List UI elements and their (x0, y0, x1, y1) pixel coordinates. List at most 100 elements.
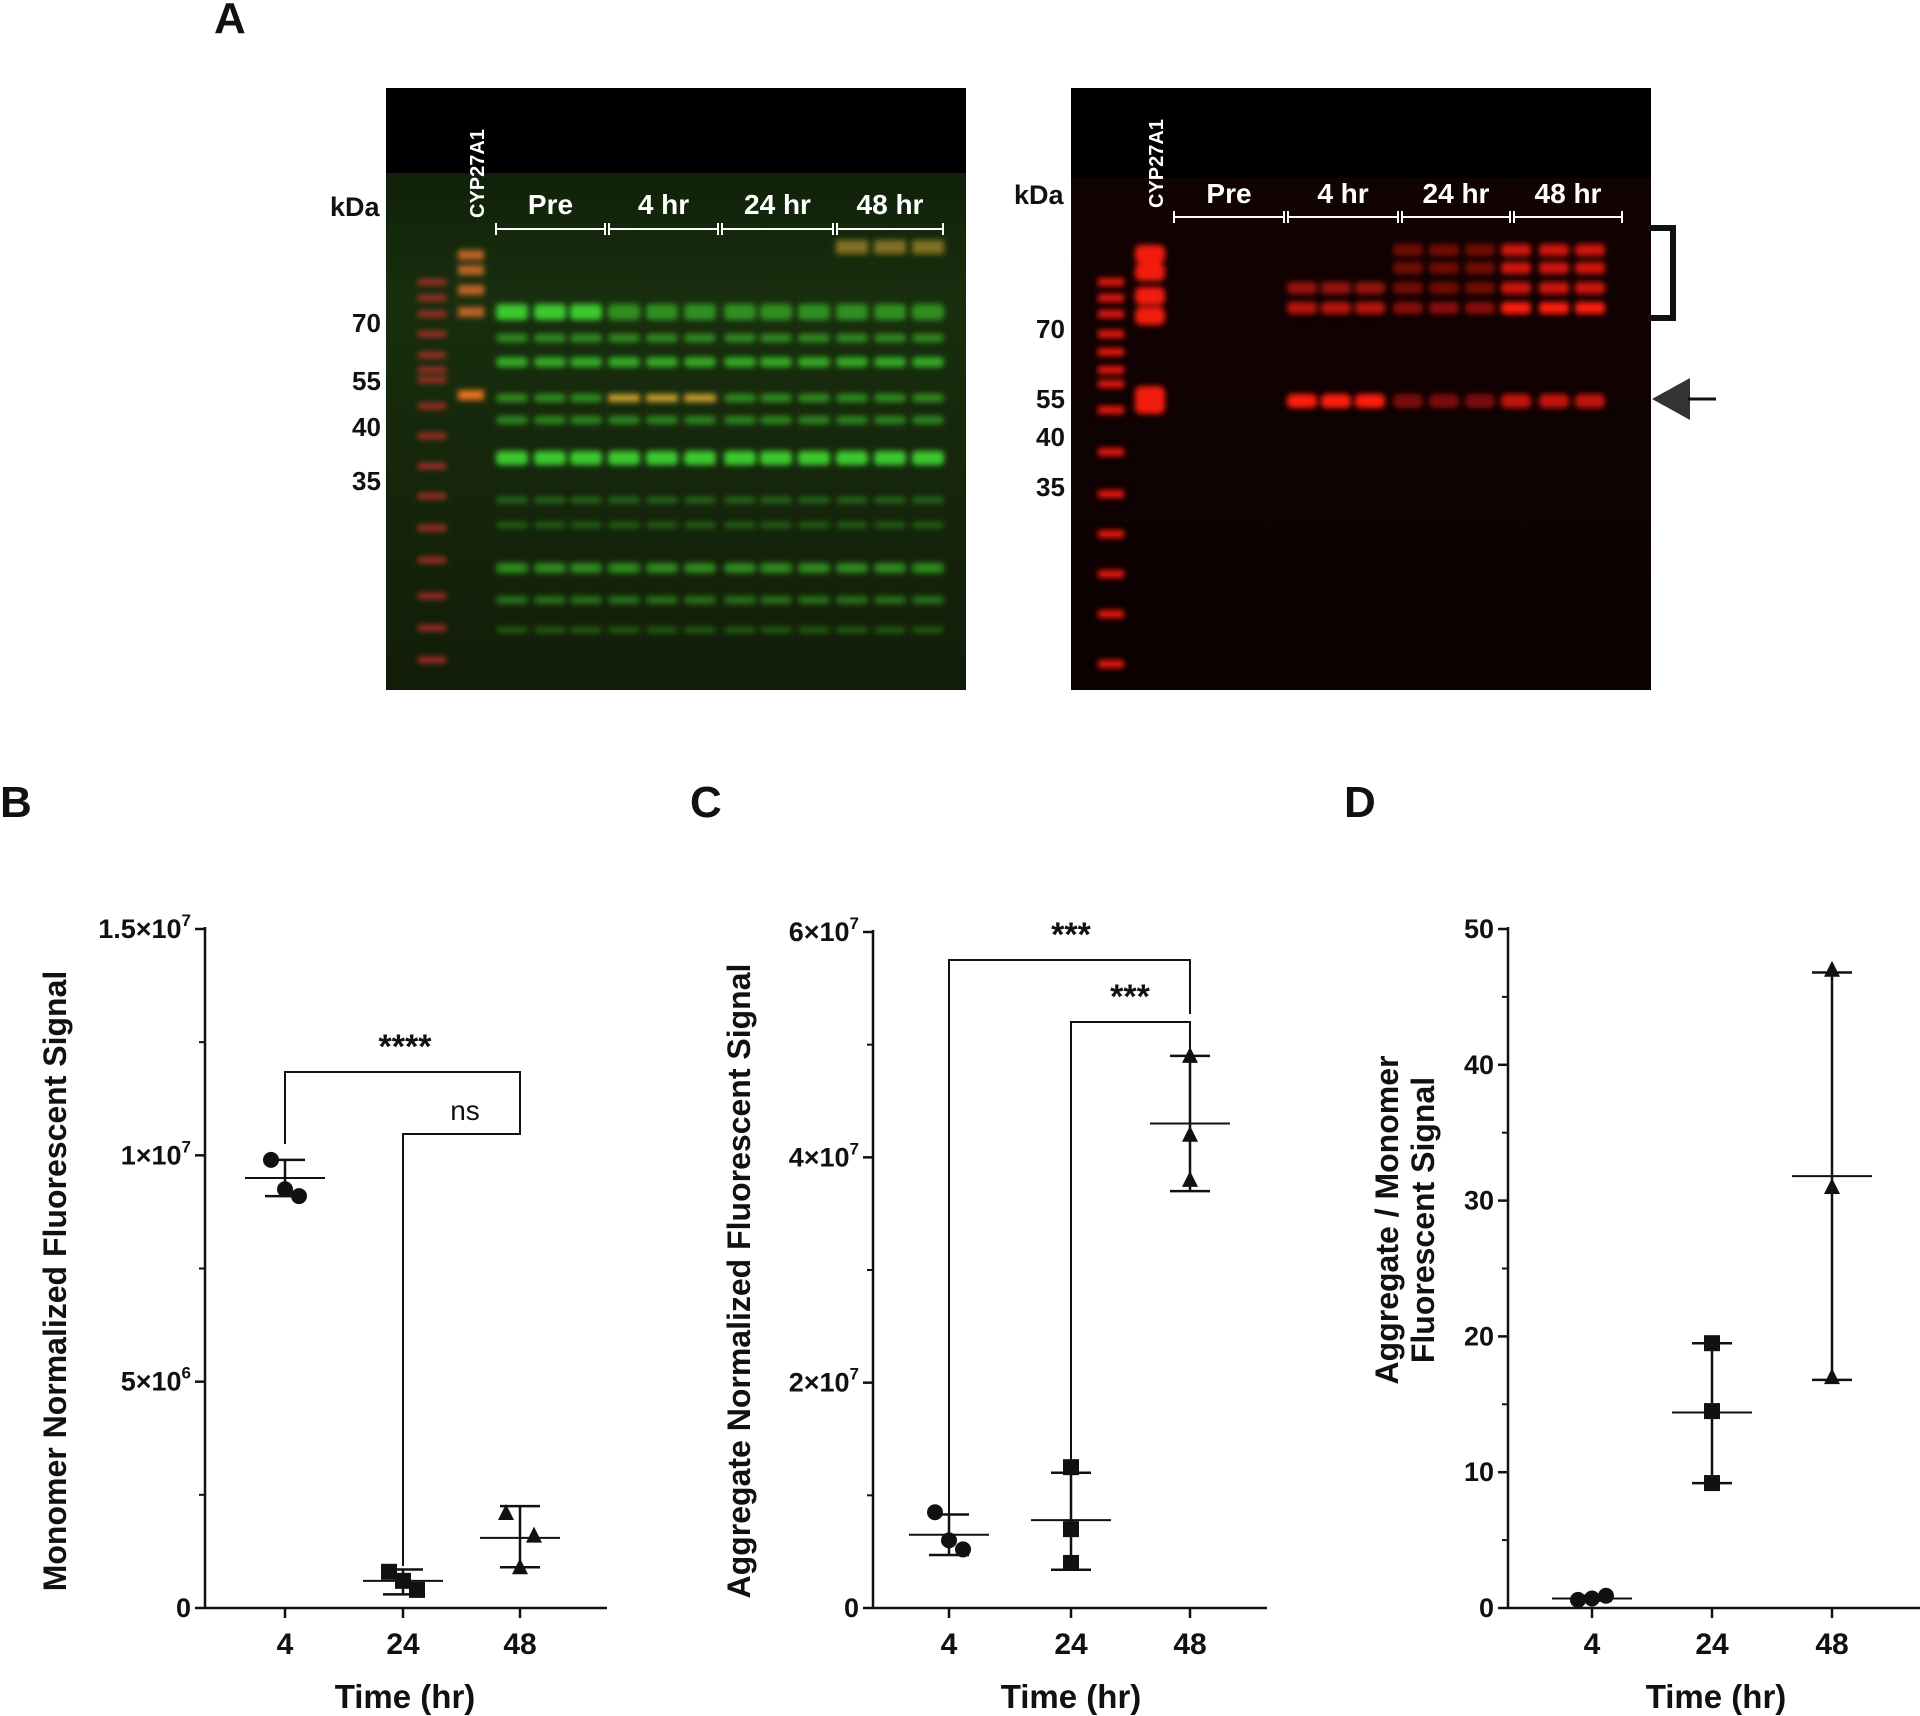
y-tick-label: 5×106 (121, 1364, 191, 1397)
blot-band (608, 522, 640, 528)
x-tick-label: 24 (1695, 1628, 1729, 1661)
marker-label: 35 (352, 466, 381, 496)
marker-label: 40 (352, 412, 381, 442)
y-tick-label: 4×107 (789, 1139, 859, 1172)
monomer-band (1429, 394, 1459, 408)
blot-band (874, 627, 906, 633)
monomer-band (1465, 394, 1495, 408)
blot-band (912, 497, 944, 503)
y-axis-label: Monomer Normalized Fluorescent Signal (37, 971, 73, 1592)
blot-band (724, 596, 756, 604)
ladder-band (1098, 330, 1124, 338)
blot-band (496, 416, 528, 424)
standard-label-right: CYP27A1 (1146, 119, 1168, 208)
blot-band (874, 451, 906, 465)
ladder-band (418, 625, 446, 631)
blot-band (570, 522, 602, 528)
aggregate-band (1465, 244, 1495, 256)
blot-band (724, 357, 756, 367)
ladder-band (418, 367, 446, 373)
ladder-band (1098, 570, 1124, 578)
ladder-band (1098, 490, 1124, 498)
blot-band (684, 627, 716, 633)
blot-band (724, 394, 756, 402)
blot-band (874, 416, 906, 424)
blot-band (836, 357, 868, 367)
blot-band (496, 451, 528, 465)
monomer-band (1393, 394, 1423, 408)
aggregate-bracket (1648, 225, 1676, 321)
ladder-band (1098, 448, 1124, 456)
blot-left: kDa CYP27A1 70 55 40 35 Pre 4 hr 24 hr 48 hr (330, 88, 966, 690)
aggregate-band (1539, 302, 1569, 314)
x-tick-label: 24 (1054, 1628, 1088, 1661)
blot-band (912, 596, 944, 604)
blot-band (798, 334, 830, 342)
blot-band (608, 304, 640, 320)
blot-band (760, 522, 792, 528)
blot-band (836, 304, 868, 320)
data-point-triangle (1824, 960, 1840, 977)
blot-band (534, 497, 566, 503)
blot-band (570, 596, 602, 604)
blot-band (496, 394, 528, 402)
data-point-circle (263, 1151, 279, 1168)
blot-band (798, 627, 830, 633)
significance-label: *** (1051, 916, 1091, 954)
blot-band (760, 596, 792, 604)
y-tick-label: 50 (1464, 914, 1494, 944)
ladder-band (418, 593, 446, 599)
aggregate-band (1393, 244, 1423, 256)
blot-band (570, 357, 602, 367)
x-tick-label: 4 (277, 1628, 294, 1661)
significance-bracket (1070, 1021, 1191, 1474)
blot-band (874, 394, 906, 402)
blot-band (534, 563, 566, 573)
x-axis-label: Time (hr) (1646, 1678, 1787, 1715)
blot-band (534, 334, 566, 342)
aggregate-band (1501, 262, 1531, 274)
aggregate-band (1575, 282, 1605, 294)
y-tick-label: 1.5×107 (98, 911, 191, 944)
blot-band (760, 304, 792, 320)
lane-group-label: 24 hr (744, 189, 811, 220)
ladder-band (418, 352, 446, 358)
blot-band (646, 451, 678, 465)
panel-label-d: D (1344, 778, 1376, 827)
blot-band (684, 416, 716, 424)
blot-band (760, 416, 792, 424)
lane-group-label: Pre (528, 189, 573, 220)
data-point-triangle (526, 1526, 542, 1543)
aggregate-band (1465, 262, 1495, 274)
blot-band (874, 497, 906, 503)
ladder-band (1098, 366, 1124, 374)
lane-group-label: 48 hr (1535, 178, 1602, 209)
ladder-band (1098, 530, 1124, 538)
significance-label: *** (1110, 978, 1150, 1016)
blot-band (570, 304, 602, 320)
blot-band (646, 497, 678, 503)
ladder-band (418, 279, 446, 285)
blot-band (874, 357, 906, 367)
ladder-band (418, 463, 446, 469)
blot-band (684, 522, 716, 528)
ladder-band (418, 403, 446, 409)
blot-band (912, 394, 944, 402)
data-point-circle (291, 1188, 307, 1205)
data-point-triangle (1182, 1046, 1198, 1063)
panel-label-b: B (0, 778, 32, 827)
aggregate-band (1539, 282, 1569, 294)
blot-band (570, 563, 602, 573)
chart-b: 0 5×106 1×107 1.5×107 4 24 48 Time (hr) Monomer … (37, 911, 607, 1715)
marker-label: 35 (1036, 472, 1065, 502)
aggregate-band (1429, 282, 1459, 294)
ladder-band (1098, 660, 1124, 668)
blot-band (798, 596, 830, 604)
blot-right: kDa CYP27A1 70 55 40 35 Pre 4 hr 24 hr 48 hr (1014, 88, 1651, 690)
blot-band (496, 357, 528, 367)
blot-band (608, 497, 640, 503)
blot-band (534, 451, 566, 465)
blot-band (570, 451, 602, 465)
marker-label: 40 (1036, 422, 1065, 452)
lane-group-label: 48 hr (857, 189, 924, 220)
